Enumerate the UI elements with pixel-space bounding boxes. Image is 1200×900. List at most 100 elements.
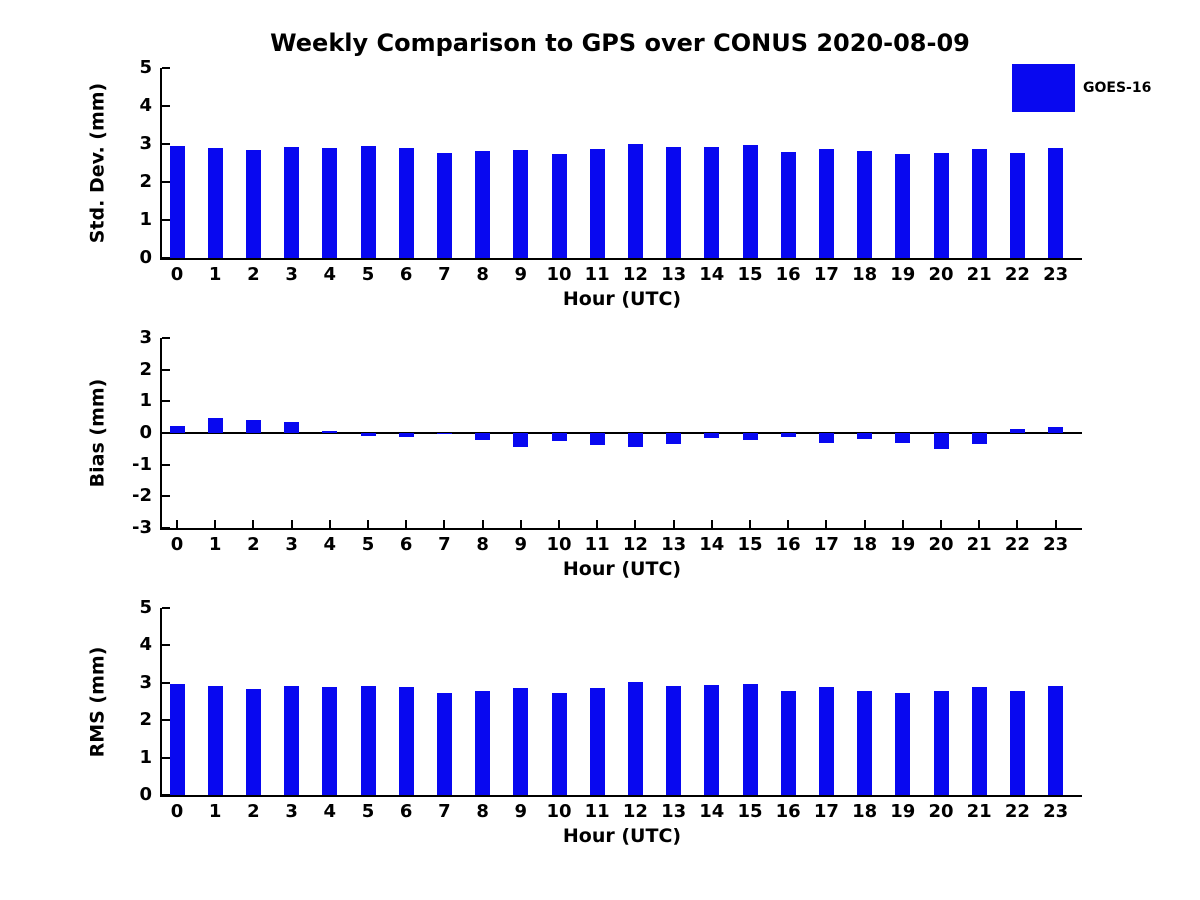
x-tick-label: 7 — [438, 534, 451, 555]
bar — [857, 433, 873, 440]
bar — [627, 433, 643, 448]
y-tick-label: 1 — [139, 390, 152, 412]
x-tick-label: 14 — [699, 264, 725, 285]
legend-swatch — [1012, 64, 1075, 112]
x-tick-label: 20 — [928, 534, 954, 555]
bar — [895, 433, 911, 443]
x-tick-label: 6 — [399, 801, 413, 822]
y-tick-label: -1 — [132, 453, 152, 475]
y-tick-mark — [162, 756, 170, 759]
y-tick-label: 5 — [139, 57, 152, 78]
bar — [360, 686, 376, 795]
x-tick-label: 9 — [514, 264, 528, 285]
x-tick-label: 19 — [890, 264, 916, 285]
y-tick-label: -3 — [132, 517, 152, 538]
bar — [284, 147, 300, 258]
bar — [1048, 685, 1064, 795]
bar — [933, 433, 949, 449]
x-tick-label: 14 — [699, 801, 725, 822]
y-tick-mark — [162, 432, 170, 434]
bar — [284, 422, 300, 433]
y-tick-label: 1 — [139, 746, 152, 768]
x-tick-label: 4 — [323, 534, 337, 555]
bar — [1009, 690, 1025, 795]
rms-plot-area: RMS (mm) Hour (UTC) 0 1 2 3 4 5 0 1 2 3 4 5 6 7 8 9 10 11… — [86, 597, 1082, 847]
y-tick-mark — [162, 368, 170, 371]
x-tick-label: 18 — [852, 264, 878, 285]
x-tick-mark — [634, 520, 637, 528]
x-tick-mark — [176, 520, 178, 528]
y-tick-label: 3 — [139, 671, 152, 693]
bar — [322, 687, 338, 795]
bar — [207, 148, 223, 258]
bar — [704, 685, 720, 795]
x-tick-label: 23 — [1043, 801, 1069, 822]
bar — [666, 433, 682, 444]
x-tick-label: 3 — [285, 534, 298, 555]
x-tick-label: 5 — [361, 264, 375, 285]
y-tick-label: 5 — [139, 597, 152, 618]
rms-x-axis-label: Hour (UTC) — [562, 825, 682, 847]
x-tick-label: 0 — [170, 534, 184, 555]
x-tick-label: 14 — [699, 534, 725, 555]
x-tick-label: 1 — [208, 534, 222, 555]
y-tick-mark — [162, 681, 170, 684]
x-tick-mark — [443, 520, 446, 528]
bar — [971, 686, 987, 795]
bar — [207, 686, 223, 795]
x-tick-label: 23 — [1043, 534, 1069, 555]
y-tick-mark — [162, 400, 170, 403]
x-tick-label: 13 — [661, 534, 687, 555]
y-tick-label: 3 — [139, 327, 152, 348]
bar — [818, 148, 834, 258]
bar — [627, 144, 643, 258]
bar — [322, 431, 338, 433]
bar — [475, 691, 491, 795]
bar — [245, 689, 261, 795]
x-tick-label: 11 — [584, 801, 610, 822]
x-tick-mark — [672, 520, 675, 528]
x-tick-label: 15 — [737, 264, 763, 285]
y-tick-label: 0 — [139, 422, 152, 443]
x-tick-label: 23 — [1043, 264, 1069, 285]
bar — [780, 691, 796, 795]
bar — [780, 433, 796, 438]
x-tick-mark — [901, 520, 904, 528]
x-tick-label: 15 — [737, 534, 763, 555]
x-tick-label: 8 — [476, 264, 489, 285]
y-tick-label: 3 — [139, 133, 152, 154]
bar — [551, 433, 567, 442]
x-tick-mark — [863, 520, 866, 528]
x-tick-label: 19 — [890, 534, 916, 555]
y-tick-mark — [162, 527, 170, 529]
x-tick-label: 22 — [1004, 801, 1030, 822]
bar — [284, 686, 300, 795]
bar — [322, 148, 338, 258]
bar — [666, 147, 682, 258]
x-tick-label: 6 — [399, 534, 413, 555]
x-tick-label: 17 — [813, 264, 839, 285]
y-tick-mark — [162, 257, 170, 259]
x-tick-label: 4 — [323, 264, 337, 285]
bar — [589, 149, 605, 258]
x-tick-label: 16 — [775, 534, 801, 555]
x-tick-label: 3 — [285, 801, 298, 822]
bar — [1048, 147, 1064, 258]
x-tick-label: 18 — [852, 534, 878, 555]
x-tick-label: 18 — [852, 801, 878, 822]
y-tick-mark — [162, 105, 170, 107]
x-tick-label: 17 — [813, 801, 839, 822]
x-tick-label: 13 — [661, 801, 687, 822]
x-tick-mark — [1016, 520, 1019, 528]
y-tick-mark — [162, 607, 170, 609]
y-tick-mark — [162, 495, 170, 498]
bias-x-axis-label: Hour (UTC) — [562, 558, 682, 580]
chart-title: Weekly Comparison to GPS over CONUS 2020… — [270, 29, 970, 57]
x-tick-mark — [596, 520, 599, 528]
bar — [1009, 428, 1025, 433]
x-tick-mark — [749, 520, 751, 528]
bias-plot-area: Bias (mm) Hour (UTC) 3 2 1 0 -1 -2 -3 0 1 2 3 4 5 6 7 8… — [86, 327, 1082, 580]
y-tick-label: 2 — [139, 709, 152, 731]
x-tick-label: 12 — [622, 801, 648, 822]
